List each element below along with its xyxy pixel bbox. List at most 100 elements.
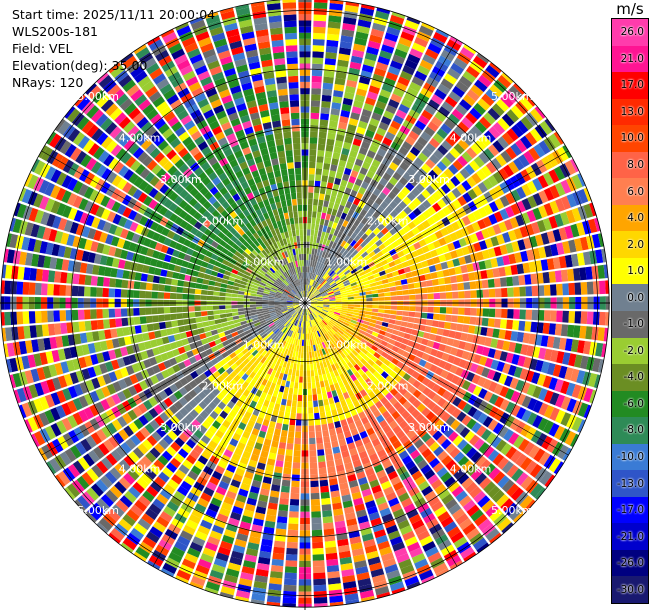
gate-cell (75, 441, 87, 456)
gate-cell (85, 435, 97, 449)
gate-cell (232, 404, 241, 413)
gate-cell (345, 1, 360, 7)
gate-cell (237, 378, 245, 386)
gate-cell (262, 309, 270, 313)
gate-cell (134, 352, 143, 362)
gate-cell (178, 432, 189, 443)
gate-cell (194, 503, 207, 514)
gate-cell (285, 560, 298, 567)
gate-cell (310, 273, 314, 280)
gate-cell (329, 227, 336, 235)
gate-cell (372, 409, 382, 418)
gate-cell (368, 215, 377, 224)
gate-cell (300, 308, 304, 315)
gate-cell (143, 340, 152, 350)
gate-cell (269, 332, 276, 339)
gate-cell (322, 307, 329, 310)
gate-cell (322, 516, 333, 524)
gate-cell (364, 317, 371, 322)
gate-cell (317, 255, 322, 263)
gate-cell (453, 126, 465, 138)
gate-cell (103, 277, 110, 287)
gate-cell (96, 164, 107, 177)
gate-cell (279, 404, 286, 412)
gate-cell (325, 144, 334, 152)
gate-cell (476, 251, 484, 261)
gate-cell (308, 180, 315, 187)
gate-cell (129, 374, 139, 385)
gate-cell (466, 464, 479, 477)
gate-cell (228, 276, 236, 282)
gate-cell (479, 459, 492, 472)
gate-cell (390, 305, 398, 310)
gate-cell (520, 135, 533, 149)
gate-cell (352, 459, 362, 468)
gate-cell (313, 590, 327, 598)
gate-cell (287, 437, 294, 444)
gate-cell (471, 422, 482, 434)
gate-cell (364, 386, 372, 394)
gate-cell (327, 311, 334, 315)
gate-cell (490, 436, 502, 449)
gate-cell (312, 39, 325, 46)
gate-cell (173, 390, 183, 400)
gate-cell (265, 514, 277, 523)
gate-cell (234, 366, 242, 374)
gate-cell (313, 400, 319, 408)
gate-cell (381, 322, 389, 328)
gate-cell (549, 185, 560, 199)
gate-cell (216, 375, 225, 383)
gate-cell (461, 180, 472, 191)
gate-cell (53, 284, 60, 296)
gate-cell (357, 19, 372, 28)
gate-cell (324, 58, 337, 66)
gate-cell (246, 344, 254, 351)
gate-cell (123, 376, 133, 387)
gate-cell (406, 151, 417, 162)
gate-cell (356, 572, 370, 581)
gate-cell (200, 519, 213, 530)
gate-cell (72, 235, 81, 248)
gate-cell (323, 283, 330, 288)
gate-cell (353, 379, 361, 387)
gate-cell (96, 498, 110, 512)
gate-cell (340, 109, 351, 118)
gate-cell (145, 468, 157, 480)
gate-cell (321, 251, 326, 258)
gate-cell (397, 519, 410, 530)
gate-cell (354, 227, 361, 235)
gate-cell (329, 214, 336, 222)
gate-cell (342, 321, 350, 327)
gate-cell (507, 230, 517, 242)
gate-cell (89, 390, 100, 403)
gate-cell (197, 497, 209, 508)
gate-cell (462, 403, 473, 414)
gate-cell (369, 432, 378, 442)
gate-cell (323, 200, 329, 208)
gate-cell (179, 377, 189, 386)
gate-cell (498, 266, 506, 277)
gate-cell (379, 177, 388, 187)
gate-cell (460, 332, 468, 342)
gate-cell (350, 366, 358, 374)
gate-cell (168, 551, 183, 564)
gate-cell (426, 258, 435, 266)
gate-cell (239, 436, 248, 445)
gate-cell (308, 167, 316, 175)
gate-cell (407, 53, 421, 65)
gate-cell (361, 365, 369, 373)
gate-cell (459, 495, 472, 507)
gate-cell (324, 156, 332, 164)
gate-cell (437, 83, 451, 95)
gate-cell (128, 271, 136, 280)
gate-cell (375, 359, 383, 367)
gate-cell (264, 351, 270, 359)
gate-cell (354, 304, 361, 308)
gate-cell (78, 183, 89, 197)
gate-cell (262, 308, 269, 311)
gate-cell (467, 188, 478, 200)
gate-cell (269, 310, 276, 314)
gate-cell (86, 487, 100, 501)
gate-cell (521, 198, 532, 211)
gate-cell (275, 310, 282, 314)
